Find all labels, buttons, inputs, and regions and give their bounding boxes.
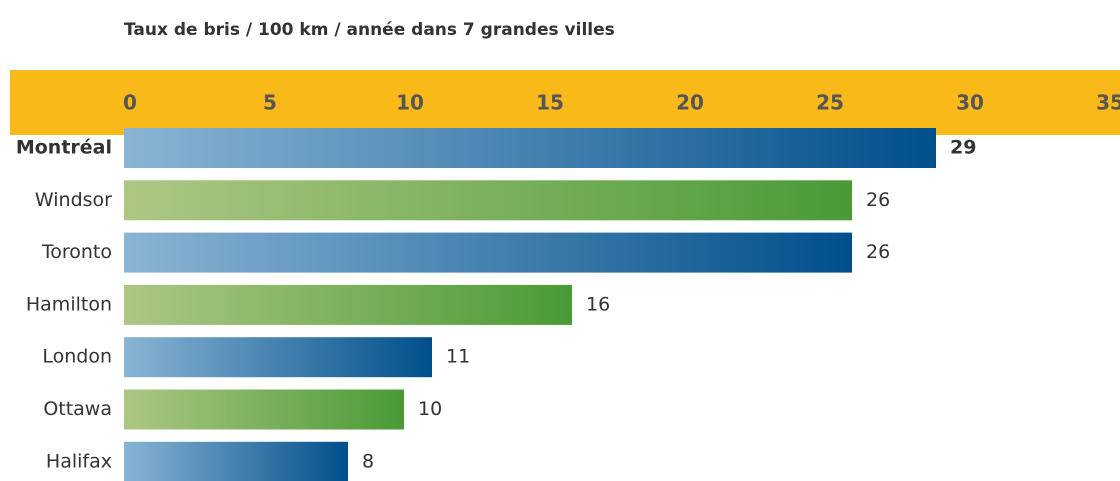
bar	[124, 337, 432, 378]
x-tick-label: 35	[1096, 91, 1120, 115]
x-tick-label: 10	[396, 91, 424, 115]
category-label: London	[42, 346, 112, 368]
x-tick-label: 30	[956, 91, 984, 115]
chart-title: Taux de bris / 100 km / année dans 7 gra…	[124, 20, 615, 40]
x-tick-label: 25	[816, 91, 844, 115]
category-label: Ottawa	[43, 398, 112, 420]
value-label: 10	[418, 398, 442, 420]
axis-band	[10, 70, 1120, 135]
x-tick-label: 20	[676, 91, 704, 115]
category-label: Windsor	[35, 189, 112, 211]
value-label: 8	[362, 450, 374, 472]
category-label: Toronto	[41, 241, 112, 263]
bar	[124, 128, 936, 168]
x-tick-label: 15	[536, 91, 564, 115]
bar	[124, 232, 852, 273]
bar	[124, 284, 572, 325]
value-label: 26	[866, 189, 890, 211]
bar	[124, 180, 852, 221]
category-label: Montréal	[16, 137, 112, 159]
value-label: 16	[586, 293, 610, 315]
x-tick-label: 5	[263, 91, 277, 115]
bar	[124, 389, 404, 430]
value-label: 29	[950, 137, 976, 159]
category-label: Halifax	[46, 450, 112, 472]
value-label: 26	[866, 241, 890, 263]
value-label: 11	[446, 346, 470, 368]
bar	[124, 441, 348, 481]
category-label: Hamilton	[26, 293, 112, 315]
x-tick-label: 0	[123, 91, 137, 115]
